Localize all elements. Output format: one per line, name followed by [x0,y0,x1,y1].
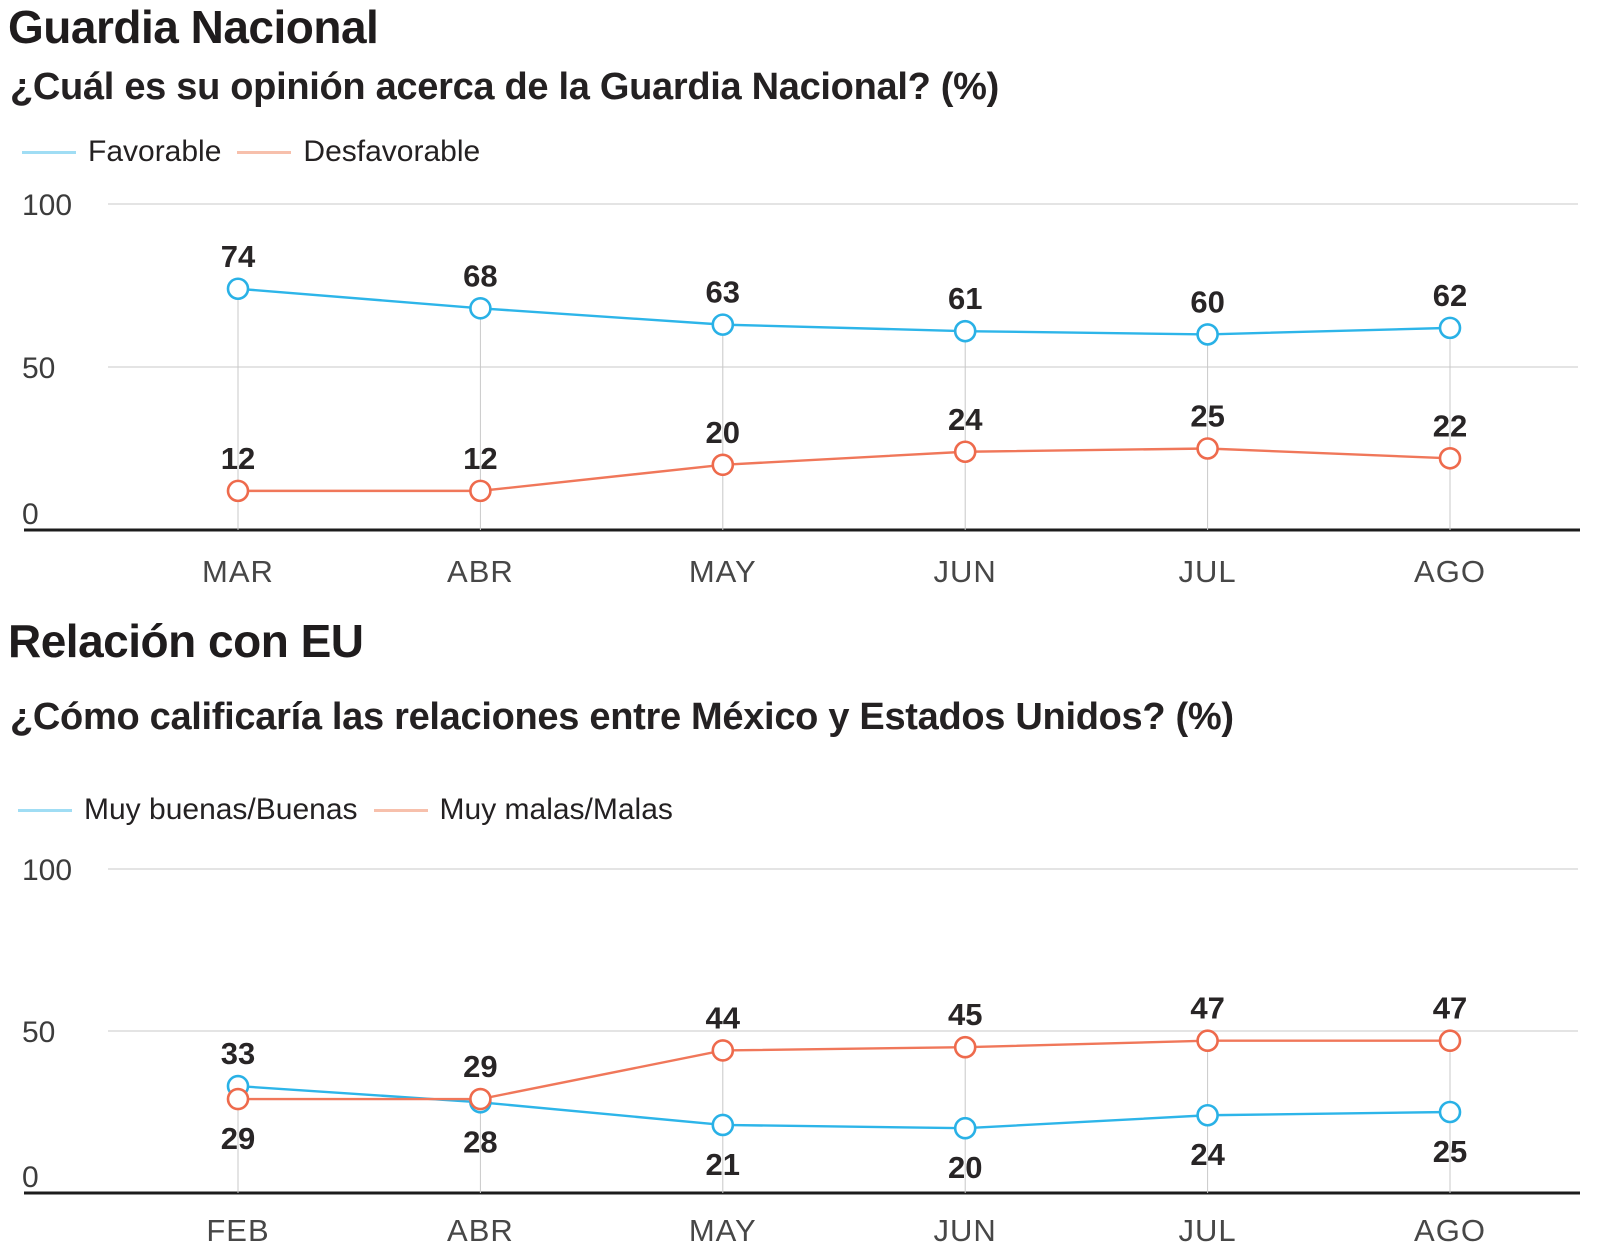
svg-text:60: 60 [1190,284,1224,319]
chart1-title: Guardia Nacional [8,1,379,53]
svg-text:21: 21 [706,1147,740,1182]
svg-text:28: 28 [463,1124,497,1159]
svg-text:44: 44 [706,1000,741,1035]
svg-text:47: 47 [1433,991,1467,1026]
legend-label-muy-malas: Muy malas/Malas [439,793,673,826]
chart1-subtitle: ¿Cuál es su opinión acerca de la Guardia… [10,66,999,108]
svg-text:29: 29 [463,1049,497,1084]
legend-item-favorable: Favorable [22,137,221,167]
svg-text:47: 47 [1190,991,1224,1026]
svg-text:JUL: JUL [1179,554,1237,589]
svg-text:61: 61 [948,281,982,316]
chart2-legend: Muy buenas/Buenas Muy malas/Malas [18,792,673,828]
svg-text:0: 0 [22,1161,39,1194]
chart1-legend: Favorable Desfavorable [22,134,480,170]
svg-text:20: 20 [706,415,740,450]
svg-text:45: 45 [948,997,982,1032]
svg-text:20: 20 [948,1150,982,1185]
svg-text:24: 24 [1190,1137,1225,1172]
guardia-nacional-line-chart: 0 50 100 74 68 63 61 60 62 12 12 20 24 25 22 MAR ABR MAY J… [22,189,1580,589]
muy-malas-line-swatch-icon [373,808,428,812]
chart2-subtitle: ¿Cómo calificaría las relaciones entre M… [10,696,1234,738]
legend-label-desfavorable: Desfavorable [303,135,481,168]
svg-text:AGO: AGO [1414,554,1486,589]
svg-text:MAY: MAY [689,1213,757,1248]
legend-label-muy-buenas: Muy buenas/Buenas [84,793,358,826]
relacion-con-eu-line-chart: 0 50 100 33 28 21 20 24 25 29 29 44 45 47 47 FEB ABR MAY J… [22,854,1580,1248]
svg-text:62: 62 [1433,278,1467,313]
svg-text:25: 25 [1433,1134,1467,1169]
svg-text:33: 33 [221,1036,255,1071]
svg-text:FEB: FEB [206,1213,269,1248]
legend-item-muy-malas: Muy malas/Malas [373,793,673,826]
svg-text:JUN: JUN [934,554,997,589]
svg-text:50: 50 [22,1016,55,1049]
favorable-line-swatch-icon [22,150,76,154]
svg-text:ABR: ABR [447,1213,514,1248]
chart2-title: Relación con EU [8,615,364,667]
svg-text:100: 100 [22,189,72,222]
legend-item-muy-buenas: Muy buenas/Buenas [18,795,358,825]
svg-text:74: 74 [221,239,256,274]
svg-text:12: 12 [221,441,255,476]
svg-text:MAY: MAY [689,554,757,589]
desfavorable-line-swatch-icon [237,150,292,154]
svg-text:ABR: ABR [447,554,514,589]
svg-text:MAR: MAR [202,554,274,589]
svg-text:22: 22 [1433,408,1467,443]
svg-text:0: 0 [22,498,39,531]
svg-text:12: 12 [463,441,497,476]
legend-item-desfavorable: Desfavorable [237,137,480,167]
svg-text:63: 63 [706,275,740,310]
legend-label-favorable: Favorable [88,135,222,168]
svg-text:JUL: JUL [1179,1213,1237,1248]
svg-text:50: 50 [22,352,55,385]
svg-text:AGO: AGO [1414,1213,1486,1248]
svg-text:68: 68 [463,258,497,293]
svg-text:24: 24 [948,402,983,437]
svg-text:25: 25 [1190,399,1224,434]
svg-text:29: 29 [221,1121,255,1156]
muy-buenas-line-swatch-icon [18,808,72,812]
svg-text:JUN: JUN [934,1213,997,1248]
svg-text:100: 100 [22,854,72,887]
